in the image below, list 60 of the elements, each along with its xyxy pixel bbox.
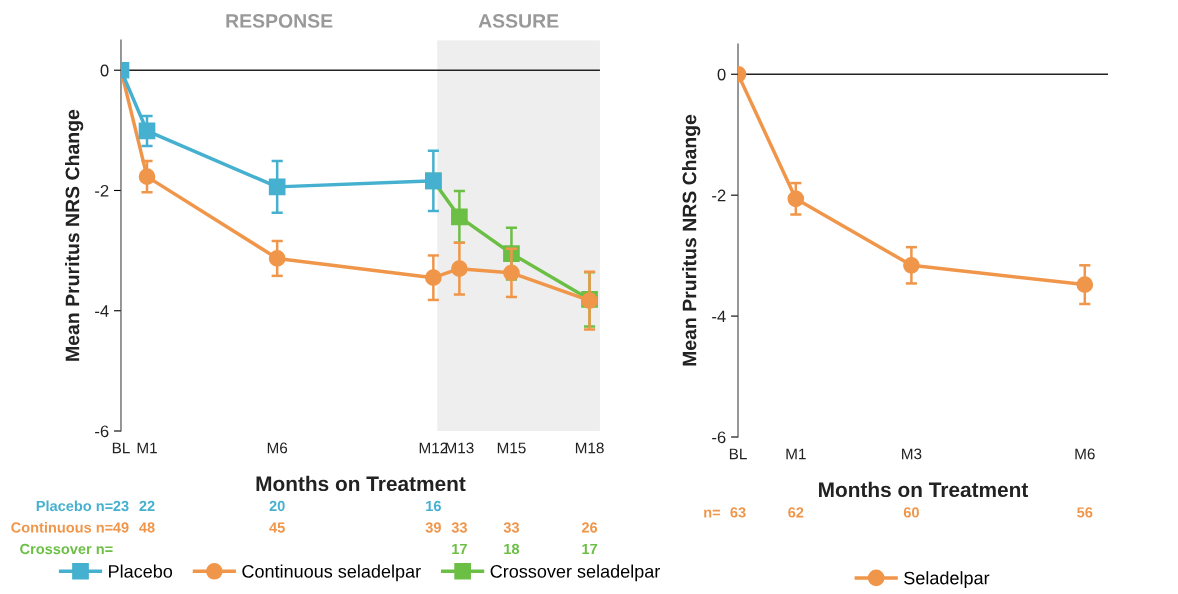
y-tick-label: -4	[712, 310, 726, 323]
legend-label: Crossover seladelpar	[490, 564, 661, 582]
point	[787, 190, 805, 208]
legend-label: Seladelpar	[904, 571, 990, 588]
y-tick-label: -6	[712, 431, 726, 444]
x-tick-label: BL	[729, 448, 747, 460]
x-tick-label: M1	[786, 448, 806, 460]
point	[503, 264, 520, 282]
text: 22	[139, 500, 155, 511]
y-tick-label: -2	[712, 189, 726, 202]
text: Crossover n=	[20, 543, 113, 555]
text: Placebo n=	[36, 500, 113, 512]
text: RESPONSE	[226, 14, 333, 28]
y-axis-title: Mean Pruritus NRS Change	[682, 114, 701, 366]
x-tick-label: M15	[497, 442, 526, 454]
text: 39	[425, 522, 441, 533]
x-axis-title: Months on Treatment	[819, 481, 1029, 498]
y-tick-label: -2	[95, 184, 109, 197]
text: 62	[788, 507, 804, 518]
text: 49	[113, 522, 129, 533]
legend-label: Placebo	[109, 564, 173, 578]
x-tick-label: M6	[1075, 448, 1095, 460]
x-tick-label: BL	[112, 442, 130, 454]
text: 17	[452, 543, 467, 554]
point	[268, 250, 286, 267]
x-tick-label: M18	[575, 442, 604, 454]
legend-label: Continuous seladelpar	[242, 564, 421, 582]
text: 48	[139, 522, 155, 533]
point	[268, 178, 286, 196]
text: n=	[704, 509, 721, 518]
x-tick-label: M6	[267, 442, 288, 454]
band-label: ASSURE	[478, 14, 559, 28]
text: 20	[269, 500, 285, 512]
text: 23	[113, 500, 129, 512]
text: 63	[730, 507, 746, 518]
text: 18	[504, 543, 520, 555]
y-tick-label: -4	[95, 305, 109, 317]
y-tick-label: -6	[95, 425, 109, 438]
text: 33	[451, 522, 467, 533]
text: Continuous n=	[11, 521, 113, 533]
text: 60	[903, 507, 919, 518]
text: 26	[581, 522, 598, 533]
point	[451, 208, 468, 226]
y-axis-title: Mean Pruritus NRS Change	[65, 109, 84, 361]
point	[138, 168, 156, 185]
y-tick-label: 0	[717, 68, 726, 81]
point	[138, 122, 156, 140]
text: 17	[582, 543, 598, 554]
point	[1076, 276, 1094, 293]
point	[903, 256, 920, 274]
x-axis-title: Months on Treatment	[256, 475, 466, 492]
text: 16	[426, 500, 441, 512]
x-tick-label: M1	[137, 442, 157, 454]
point	[451, 260, 468, 277]
text: 56	[1077, 507, 1093, 518]
x-tick-label: M3	[902, 448, 922, 460]
y-tick-label: 0	[100, 64, 109, 77]
text: 33	[503, 522, 520, 533]
text: 45	[269, 522, 285, 533]
point	[425, 269, 442, 287]
